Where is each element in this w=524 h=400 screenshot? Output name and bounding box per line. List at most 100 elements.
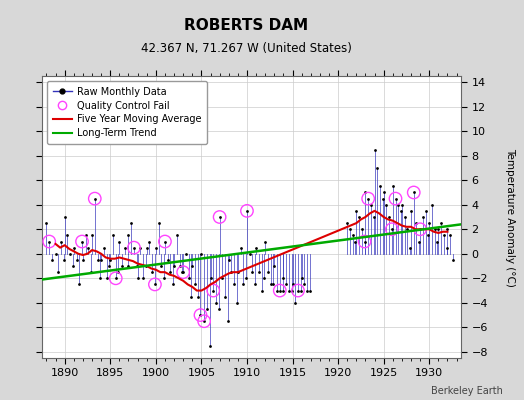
Point: [364, 196, 373, 202]
Point: [443, 226, 452, 232]
Point: [379, 189, 388, 196]
Point: [415, 238, 423, 245]
Point: [364, 196, 373, 202]
Point: [410, 189, 418, 196]
Point: [182, 250, 190, 257]
Point: [200, 318, 209, 324]
Point: [112, 275, 120, 282]
Point: [215, 214, 224, 220]
Point: [305, 287, 314, 294]
Point: [130, 244, 138, 251]
Point: [78, 238, 86, 245]
Point: [437, 220, 445, 226]
Point: [97, 257, 105, 263]
Point: [234, 269, 242, 275]
Point: [60, 214, 69, 220]
Point: [145, 238, 154, 245]
Point: [346, 226, 354, 232]
Point: [193, 294, 202, 300]
Point: [361, 238, 369, 245]
Point: [170, 263, 178, 269]
Point: [261, 238, 269, 245]
Point: [251, 281, 259, 288]
Point: [288, 281, 297, 288]
Point: [224, 318, 232, 324]
Point: [88, 232, 96, 238]
Point: [200, 318, 209, 324]
Point: [209, 287, 217, 294]
Point: [416, 226, 424, 232]
Point: [54, 269, 62, 275]
Point: [134, 275, 142, 282]
Point: [391, 196, 400, 202]
Point: [45, 238, 53, 245]
Point: [388, 226, 396, 232]
Point: [148, 269, 156, 275]
Point: [209, 287, 217, 294]
Point: [151, 281, 159, 288]
Point: [410, 189, 418, 196]
Point: [106, 257, 114, 263]
Point: [300, 281, 309, 288]
Point: [78, 238, 86, 245]
Point: [242, 275, 250, 282]
Text: Berkeley Earth: Berkeley Earth: [431, 386, 503, 396]
Point: [252, 244, 260, 251]
Point: [114, 269, 123, 275]
Point: [361, 189, 369, 196]
Point: [215, 214, 224, 220]
Point: [449, 257, 457, 263]
Point: [276, 287, 284, 294]
Point: [428, 202, 436, 208]
Point: [273, 287, 281, 294]
Point: [291, 300, 299, 306]
Point: [373, 165, 381, 171]
Point: [45, 238, 53, 245]
Point: [419, 214, 427, 220]
Point: [279, 275, 288, 282]
Point: [151, 281, 159, 288]
Point: [385, 214, 394, 220]
Point: [184, 275, 193, 282]
Point: [84, 244, 93, 251]
Point: [109, 232, 117, 238]
Point: [357, 226, 366, 232]
Point: [172, 232, 181, 238]
Point: [367, 202, 375, 208]
Point: [407, 208, 415, 214]
Point: [243, 208, 251, 214]
Point: [270, 263, 278, 269]
Point: [188, 263, 196, 269]
Point: [169, 281, 177, 288]
Point: [233, 300, 241, 306]
Point: [93, 257, 102, 263]
Text: ROBERTS DAM: ROBERTS DAM: [184, 18, 308, 33]
Point: [96, 275, 104, 282]
Point: [260, 275, 268, 282]
Point: [203, 306, 211, 312]
Point: [288, 287, 296, 294]
Point: [118, 263, 126, 269]
Point: [431, 226, 439, 232]
Point: [400, 214, 409, 220]
Point: [127, 220, 135, 226]
Point: [91, 196, 99, 202]
Point: [221, 294, 230, 300]
Point: [230, 281, 238, 288]
Point: [214, 306, 223, 312]
Point: [351, 238, 359, 245]
Point: [361, 238, 369, 245]
Point: [123, 232, 132, 238]
Point: [294, 287, 302, 294]
Point: [398, 202, 406, 208]
Point: [352, 208, 361, 214]
Point: [255, 269, 263, 275]
Text: 42.367 N, 71.267 W (United States): 42.367 N, 71.267 W (United States): [141, 42, 352, 55]
Point: [225, 257, 233, 263]
Point: [276, 287, 284, 294]
Point: [100, 244, 108, 251]
Point: [151, 244, 160, 251]
Point: [176, 263, 184, 269]
Point: [51, 250, 60, 257]
Point: [248, 269, 257, 275]
